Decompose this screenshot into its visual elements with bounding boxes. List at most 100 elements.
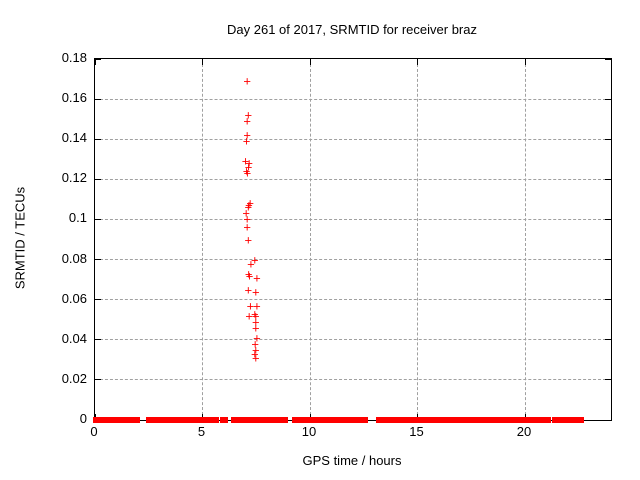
x-tick-mark: [309, 59, 311, 65]
data-point: +: [244, 266, 253, 282]
baseline-segment: [109, 417, 116, 423]
y-tick-label: 0.06: [61, 290, 87, 306]
baseline-segment: [359, 417, 368, 423]
data-point: +: [250, 306, 259, 322]
y-tick-mark: [605, 339, 611, 341]
data-point: +: [251, 336, 259, 352]
data-point: +: [245, 308, 253, 324]
data-point: +: [250, 252, 259, 268]
horizontal-gridline: [95, 339, 611, 341]
vertical-gridline: [524, 59, 526, 420]
data-point: +: [243, 113, 252, 129]
data-point: +: [252, 320, 260, 336]
data-point: +: [252, 314, 260, 330]
data-point: +: [247, 256, 255, 272]
y-tick-mark: [605, 58, 611, 60]
y-tick-label: 0.12: [61, 170, 87, 186]
chart-title: Day 261 of 2017, SRMTID for receiver bra…: [227, 22, 477, 37]
baseline-segment: [490, 417, 504, 423]
baseline-segment: [99, 417, 105, 423]
horizontal-gridline: [95, 178, 611, 180]
baseline-segment: [331, 417, 348, 423]
baseline-segment: [196, 417, 203, 423]
x-tick-label: 5: [197, 424, 206, 439]
data-point: +: [252, 284, 260, 300]
x-tick-mark: [524, 59, 526, 65]
y-tick-mark: [95, 178, 101, 180]
y-tick-mark: [95, 58, 101, 60]
baseline-segment: [375, 417, 387, 423]
y-tick-mark: [605, 379, 611, 381]
baseline-segment: [181, 417, 190, 423]
baseline-segment: [113, 417, 124, 423]
x-tick-mark: [94, 59, 96, 65]
data-point: +: [253, 330, 261, 346]
y-tick-mark: [605, 299, 611, 301]
x-tick-mark: [417, 59, 418, 65]
y-tick-mark: [605, 419, 611, 421]
y-tick-mark: [95, 98, 101, 100]
vertical-gridline: [202, 59, 203, 420]
baseline-segment: [327, 417, 334, 423]
data-point: +: [252, 308, 260, 324]
baseline-segment: [573, 417, 584, 423]
y-tick-mark: [95, 379, 101, 381]
horizontal-gridline: [95, 299, 611, 301]
x-tick-label: 0: [90, 424, 98, 439]
baseline-segment: [93, 417, 101, 423]
baseline-segment: [551, 417, 563, 423]
baseline-segment: [272, 417, 279, 423]
y-tick-mark: [95, 138, 101, 140]
y-tick-mark: [95, 339, 101, 341]
y-axis-label: SRMTID / TECUs: [12, 186, 28, 290]
baseline-segment: [406, 417, 424, 423]
horizontal-gridline: [95, 259, 611, 261]
baseline-segment: [254, 417, 263, 423]
y-tick-mark: [95, 218, 101, 220]
horizontal-gridline: [95, 379, 611, 381]
data-point: +: [244, 282, 253, 298]
baseline-segment: [522, 417, 538, 423]
data-point: +: [244, 107, 253, 123]
baseline-segment: [462, 417, 481, 423]
data-point: +: [253, 298, 261, 314]
baseline-segment: [276, 417, 284, 423]
y-tick-mark: [95, 259, 101, 261]
data-point: +: [253, 270, 261, 286]
baseline-segment: [401, 417, 409, 423]
baseline-segment: [262, 417, 274, 423]
baseline-segment: [477, 417, 494, 423]
plot-area: + + + + + + + + + + + + + + + + + + + + + + + + + + + + + + + + + + + +: [93, 58, 612, 423]
baseline-segment: [145, 417, 178, 423]
baseline-segment: [421, 417, 443, 423]
baseline-segment: [231, 417, 246, 423]
baseline-segment: [443, 417, 461, 423]
y-tick-label: 0.04: [61, 330, 87, 346]
baseline-segment: [186, 417, 194, 423]
data-point: +: [245, 268, 254, 284]
data-point: +: [243, 219, 252, 235]
data-point: +: [243, 127, 252, 143]
baseline-segment: [501, 417, 508, 423]
data-point: +: [244, 232, 253, 247]
data-point: +: [245, 197, 253, 213]
data-point: +: [242, 205, 250, 221]
baseline-segment: [191, 417, 199, 423]
y-tick-mark: [605, 259, 611, 261]
data-point: +: [245, 155, 253, 171]
data-point: +: [244, 159, 253, 175]
baseline-segment: [220, 417, 229, 423]
baseline-segment: [134, 417, 141, 423]
vertical-gridline: [309, 59, 311, 420]
baseline-segment: [560, 417, 571, 423]
y-tick-label: 0.02: [61, 370, 87, 386]
y-tick-label: 0: [79, 411, 87, 426]
y-tick-label: 0.18: [61, 50, 87, 65]
data-point: +: [243, 165, 252, 181]
x-axis-label: GPS time / hours: [302, 453, 402, 468]
horizontal-gridline: [95, 138, 611, 140]
y-tick-label: 0.08: [61, 250, 87, 266]
baseline-segment: [282, 417, 289, 423]
baseline-segment: [320, 417, 331, 423]
data-point: +: [246, 195, 255, 211]
